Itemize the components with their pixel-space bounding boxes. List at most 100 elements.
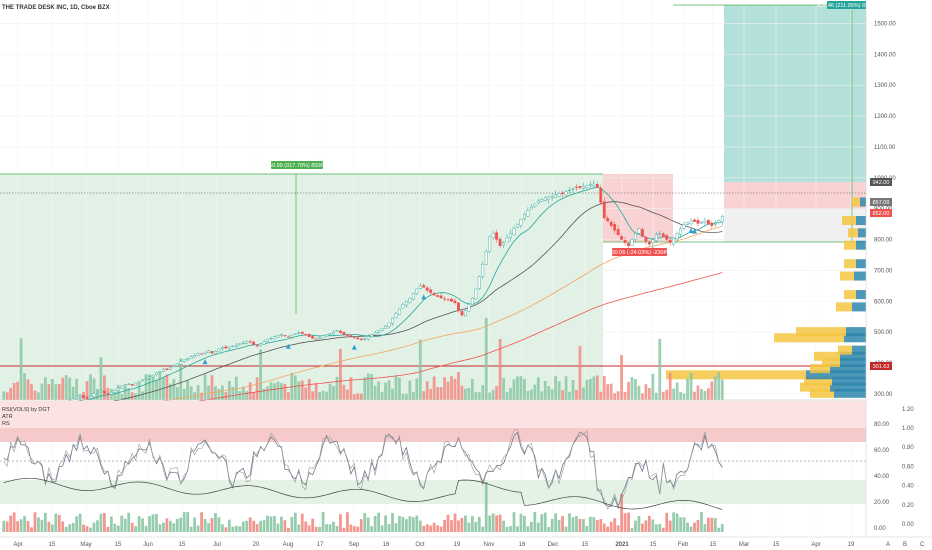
candle — [345, 334, 349, 337]
candle — [96, 392, 99, 394]
candle — [373, 332, 377, 335]
candle — [137, 381, 141, 384]
volume-profile-bar — [844, 240, 856, 250]
indicator-bar — [325, 524, 328, 532]
volume-bar — [505, 391, 509, 400]
volume-bar — [543, 380, 547, 400]
indicator-bar — [342, 527, 346, 532]
volume-bar — [16, 381, 20, 400]
volume-bar — [571, 379, 575, 400]
volume-bar — [366, 373, 370, 400]
indicator-bar — [495, 515, 499, 532]
indicator-bar — [686, 522, 689, 532]
volume-bar — [620, 355, 623, 400]
volume-bar — [425, 381, 429, 400]
volume-profile-bar — [860, 197, 866, 207]
volume-profile-bar — [840, 271, 854, 281]
x-tick-label: 15 — [710, 542, 717, 548]
indicator-bar — [283, 520, 287, 532]
candle — [672, 237, 676, 245]
volume-bar — [71, 386, 75, 400]
time-axis-panel[interactable] — [0, 537, 932, 550]
candle — [172, 365, 176, 368]
candle — [710, 222, 714, 226]
volume-bar — [509, 388, 512, 400]
candle — [165, 368, 169, 370]
target-zone — [724, 5, 866, 182]
target-label-bg — [827, 1, 869, 9]
candle — [519, 219, 523, 226]
axis-btn-a[interactable]: A — [886, 542, 890, 548]
indicator-bar — [33, 512, 37, 532]
candle — [196, 353, 200, 356]
volume-bar — [443, 377, 446, 400]
candle — [585, 185, 589, 188]
indicator-bar — [484, 482, 488, 532]
indicator-bar — [193, 517, 197, 532]
volume-bar — [394, 375, 398, 400]
tag-upper-bg — [870, 178, 892, 186]
volume-profile-bar — [832, 376, 866, 386]
volume-bar — [398, 377, 401, 400]
volume-bar — [446, 381, 450, 400]
indicator-bar — [172, 523, 176, 532]
indicator-bar — [44, 512, 47, 532]
indicator-bar — [106, 526, 110, 532]
indicator-bar — [470, 516, 474, 532]
volume-bar — [609, 383, 613, 400]
candle — [359, 338, 363, 341]
volume-bar — [196, 385, 200, 400]
chart-title[interactable]: THE TRADE DESK INC, 1D, Cboe BZX — [2, 5, 110, 11]
indicator-legend-2[interactable]: ATR — [2, 414, 13, 420]
volume-bar — [644, 384, 648, 400]
candle — [588, 184, 592, 186]
indicator-bar — [19, 519, 23, 532]
indicator-bar — [221, 524, 224, 532]
indicator-bar — [602, 523, 606, 532]
indicator-legend-3[interactable]: RS — [2, 421, 10, 427]
candle — [332, 331, 335, 334]
candle — [342, 331, 346, 335]
x-tick-label: Apr — [811, 542, 820, 548]
indicator-bar — [609, 521, 613, 532]
axis-btn-c[interactable]: C — [920, 542, 925, 548]
axis-btn-b[interactable]: B — [903, 542, 907, 548]
price-axis-panel[interactable] — [866, 0, 932, 550]
candle — [113, 389, 117, 393]
volume-profile-bar — [856, 240, 866, 250]
volume-bar — [373, 385, 377, 400]
volume-bar — [540, 391, 544, 400]
target-label: 816.46 (211.95%) 816PR — [817, 3, 879, 9]
volume-bar — [75, 378, 79, 400]
candle — [446, 299, 450, 301]
indicator-bar — [512, 512, 516, 532]
indicator-bar — [564, 526, 568, 532]
candle — [366, 336, 370, 340]
volume-bar — [234, 376, 238, 400]
candle — [123, 384, 127, 387]
volume-profile-bar — [858, 228, 866, 238]
indicator-bar — [713, 518, 717, 532]
volume-bar — [568, 391, 571, 400]
indicator-bar — [255, 524, 259, 532]
volume-bar — [148, 374, 151, 400]
indicator-bar — [405, 519, 408, 532]
indicator-legend-1[interactable]: RSI(VOLS) by DGT — [2, 407, 51, 413]
indicator-bar — [710, 517, 714, 532]
indicator-bar — [280, 516, 283, 532]
volume-bar — [668, 372, 672, 400]
candle — [363, 338, 367, 340]
tag-base: 301.63 — [873, 364, 890, 370]
volume-bar — [592, 376, 596, 400]
volume-bar — [634, 379, 637, 400]
volume-bar — [349, 377, 353, 400]
candle — [387, 322, 391, 327]
candle — [595, 184, 599, 188]
volume-bar — [283, 383, 287, 400]
y-tick-label: 500.00 — [874, 330, 893, 336]
volume-bar — [363, 377, 367, 400]
volume-bar — [137, 382, 141, 400]
volume-bar — [352, 393, 356, 400]
indicator-bar — [554, 513, 558, 532]
